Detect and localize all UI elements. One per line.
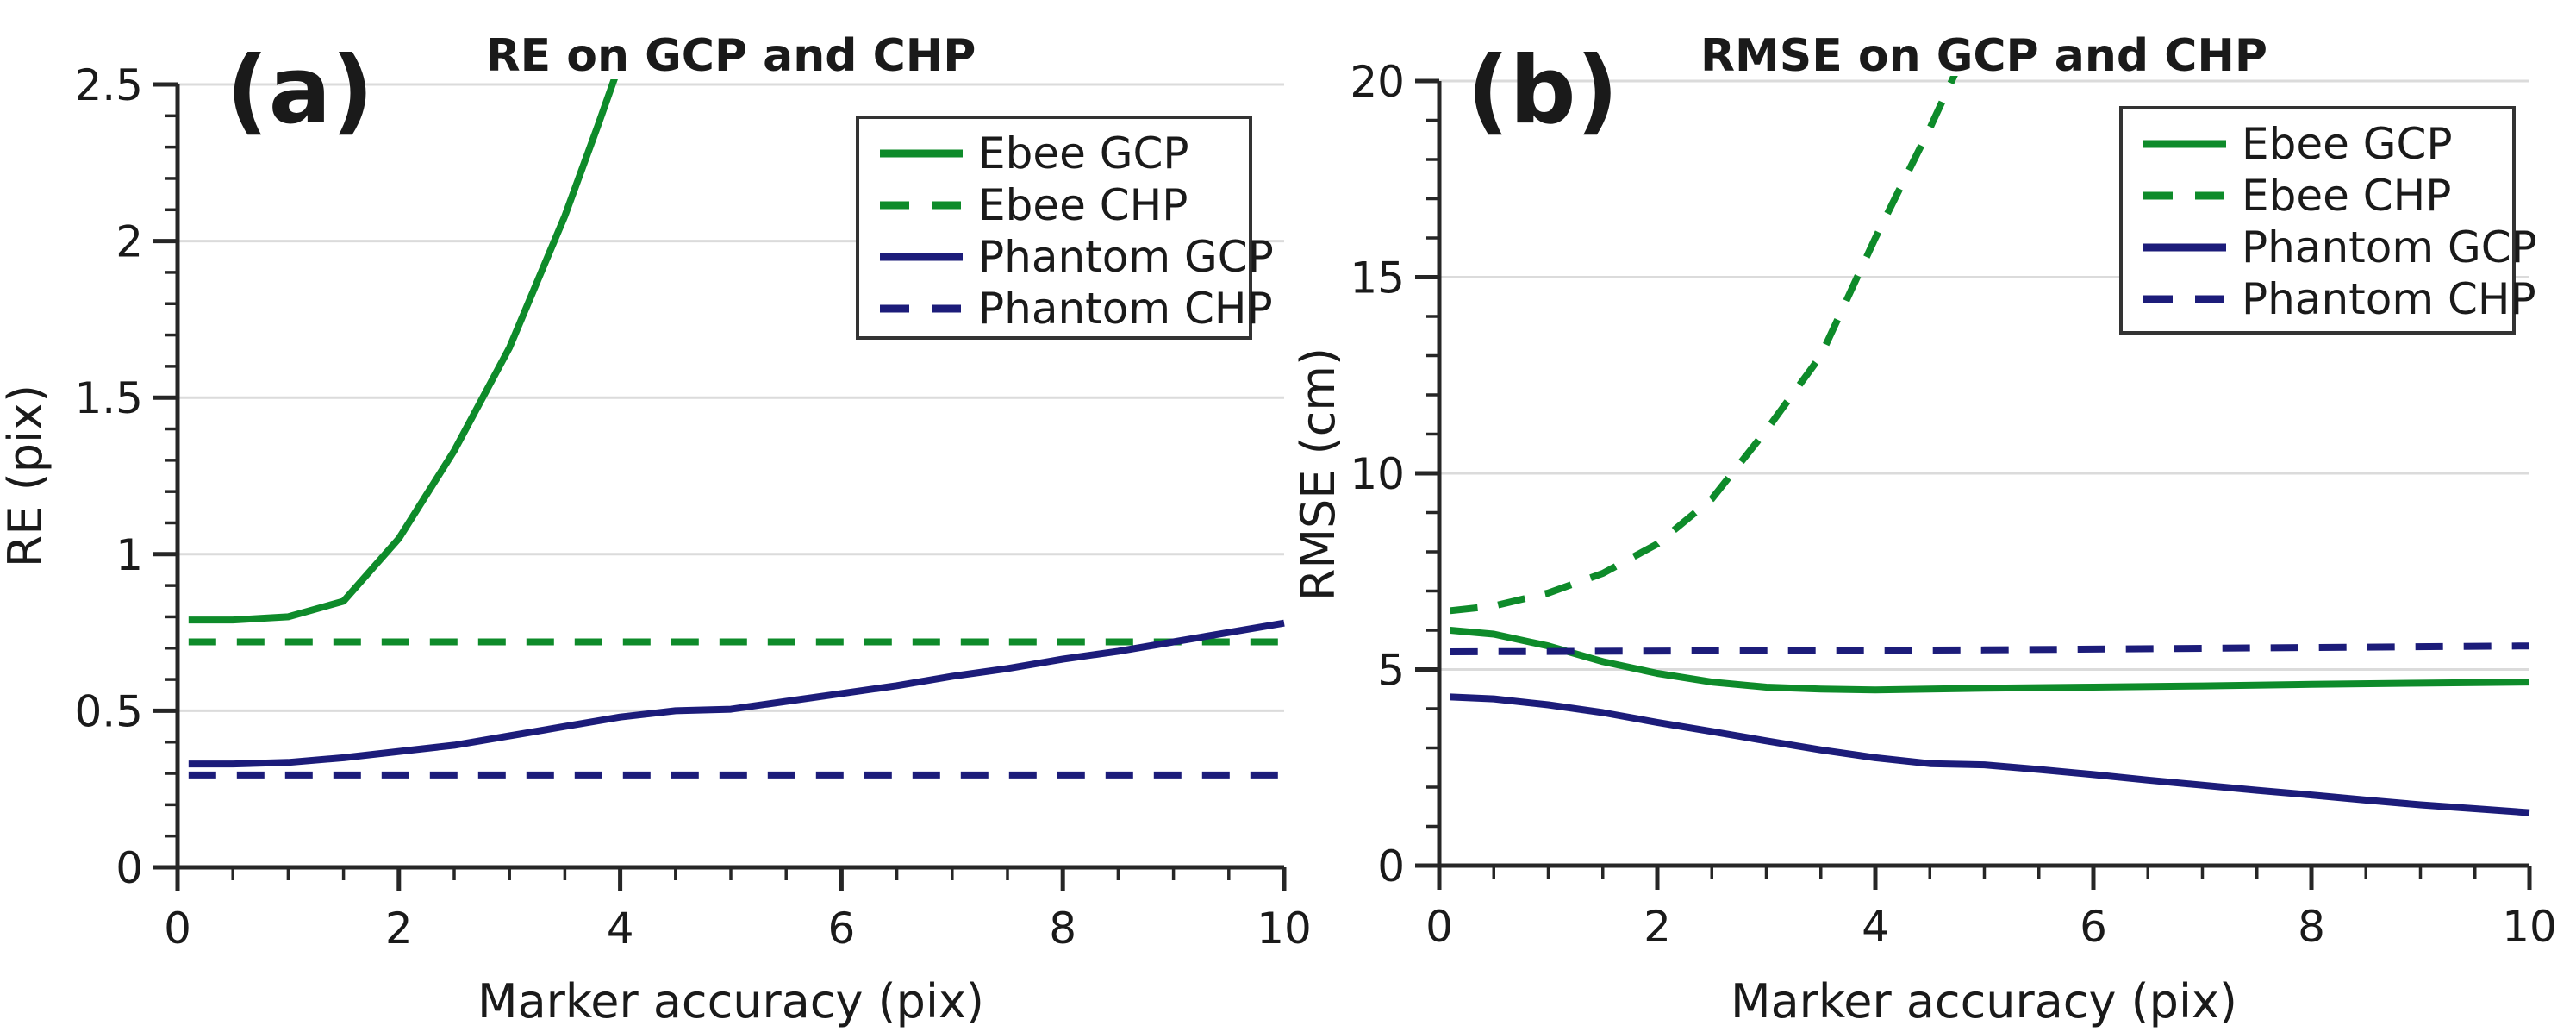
curve-phantom-chp <box>1450 642 2530 655</box>
x-tick-label: 2 <box>385 904 413 954</box>
y-tick-label: 1 <box>115 530 143 580</box>
legend-label: Ebee CHP <box>978 180 1188 230</box>
y-tick-label: 0 <box>115 843 143 893</box>
y-tick-label: 1.5 <box>74 373 143 423</box>
x-tick-label: 8 <box>2298 902 2325 952</box>
series-a <box>188 79 1285 779</box>
panel-a-title: RE on GCP and CHP <box>486 30 976 82</box>
y-tick-label: 15 <box>1350 253 1405 303</box>
legend-label: Ebee GCP <box>2242 119 2453 169</box>
legend-label: Phantom GCP <box>978 232 1274 282</box>
y-tick-label: 2.5 <box>74 60 143 110</box>
x-tick-label: 2 <box>1644 902 1671 952</box>
x-tick-label: 10 <box>2502 902 2557 952</box>
x-tick-label: 6 <box>2080 902 2107 952</box>
panel-b-corner-label: (b) <box>1467 37 1619 145</box>
tick-labels-a: 0 2 4 6 8 10 0 0.5 1 1.5 2 2.5 <box>74 60 1311 954</box>
x-tick-label: 0 <box>164 904 191 954</box>
x-tick-label: 8 <box>1049 904 1076 954</box>
y-tick-label: 20 <box>1350 57 1405 107</box>
curve-phantom-gcp <box>1450 693 2530 816</box>
curve-ebee-chp <box>1450 76 1958 615</box>
tick-labels-b: 0 2 4 6 8 10 0 5 10 15 20 <box>1350 57 2556 952</box>
curve-ebee-gcp <box>188 79 618 624</box>
legend-label: Phantom CHP <box>2242 274 2536 324</box>
series-b <box>1450 76 2530 816</box>
x-tick-label: 4 <box>607 904 634 954</box>
panel-a: 0 2 4 6 8 10 0 0.5 1 1.5 2 2.5 RE on GCP and CHP (a… <box>0 30 1312 1029</box>
axes-a <box>153 82 1287 891</box>
y-tick-label: 2 <box>115 217 143 267</box>
x-tick-label: 4 <box>1862 902 1889 952</box>
panel-b-xaxis-label: Marker accuracy (pix) <box>1731 974 2237 1029</box>
curve-phantom-gcp <box>188 619 1285 768</box>
y-tick-label: 0 <box>1377 841 1405 891</box>
legend-label: Ebee GCP <box>978 128 1189 178</box>
legend-label: Phantom GCP <box>2242 222 2537 272</box>
x-tick-label: 0 <box>1425 902 1453 952</box>
legend-label: Ebee CHP <box>2242 171 2451 221</box>
panel-a-corner-label: (a) <box>226 37 374 145</box>
legend-label: Phantom CHP <box>978 284 1273 334</box>
panel-b-title: RMSE on GCP and CHP <box>1700 30 2267 82</box>
panel-a-yaxis-label: RE (pix) <box>0 385 53 567</box>
y-tick-label: 5 <box>1377 646 1405 696</box>
y-tick-label: 0.5 <box>74 686 143 736</box>
curve-ebee-gcp <box>1450 627 2530 694</box>
axes-b <box>1415 78 2532 890</box>
panel-a-xaxis-label: Marker accuracy (pix) <box>477 974 984 1029</box>
x-tick-label: 10 <box>1257 904 1312 954</box>
y-tick-label: 10 <box>1350 449 1405 499</box>
panel-b-yaxis-label: RMSE (cm) <box>1291 347 1345 601</box>
x-tick-label: 6 <box>827 904 855 954</box>
